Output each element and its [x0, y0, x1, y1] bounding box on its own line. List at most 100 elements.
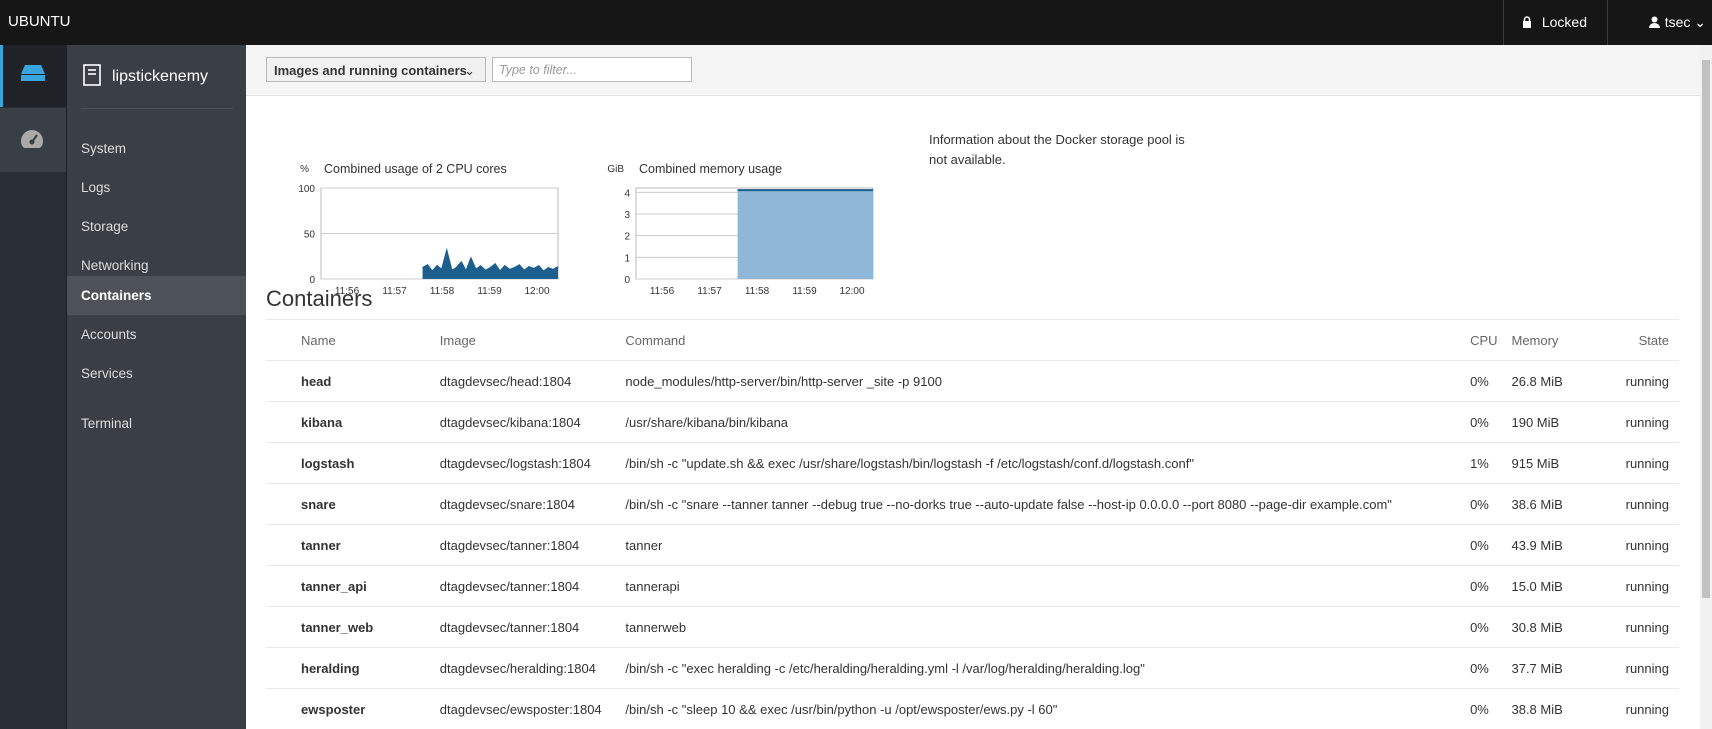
cell: running	[1599, 688, 1679, 729]
container-row[interactable]: heralding dtagdevsec/heralding:1804/bin/s…	[266, 647, 1679, 689]
user-icon	[1648, 16, 1660, 28]
cell: 43.9 MiB	[1511, 524, 1600, 566]
filter-dropdown[interactable]: Images and running containers ⌄	[266, 57, 486, 82]
x-tick-label: 11:56	[650, 286, 675, 297]
cell: 37.7 MiB	[1511, 647, 1600, 689]
dropdown-label: Images and running containers	[274, 63, 467, 78]
x-tick-label: 11:59	[792, 286, 817, 297]
filter-input[interactable]: Type to filter...	[492, 57, 692, 82]
container-row[interactable]: kibana dtagdevsec/kibana:1804/usr/share/k…	[266, 401, 1679, 443]
y-tick-label: 2	[624, 232, 630, 243]
cell: running	[1599, 606, 1679, 648]
column-header: State	[1599, 319, 1679, 361]
scrollbar-thumb[interactable]	[1702, 60, 1710, 598]
x-tick-label: 11:57	[382, 286, 407, 297]
divider	[81, 108, 233, 109]
cell: ewsposter	[266, 688, 440, 729]
dashboard-switch[interactable]	[0, 108, 66, 172]
cell: tannerapi	[625, 565, 1471, 607]
y-tick-label: 100	[298, 184, 315, 195]
cell: 0%	[1470, 483, 1512, 525]
cell: 190 MiB	[1511, 401, 1600, 443]
x-tick-label: 12:00	[524, 286, 549, 297]
user-name: tsec	[1664, 14, 1691, 30]
cell: 0%	[1470, 606, 1512, 648]
cell: dtagdevsec/tanner:1804	[439, 524, 626, 566]
cell: running	[1599, 360, 1679, 402]
nav-item[interactable]: Storage	[81, 219, 129, 234]
column-header: CPU	[1470, 319, 1512, 361]
chart-title: Combined usage of 2 CPU cores	[324, 162, 507, 176]
nav-item[interactable]: Terminal	[81, 416, 133, 431]
container-row[interactable]: logstash dtagdevsec/logstash:1804/bin/sh …	[266, 442, 1679, 484]
nav-item[interactable]: Networking	[81, 258, 149, 273]
y-tick-label: 0	[309, 275, 315, 286]
cell: 0%	[1470, 565, 1512, 607]
nav-item[interactable]: Containers	[67, 276, 246, 315]
charts: % Combined usage of 2 CPU cores 0 50 100 11:5…	[298, 162, 874, 297]
container-row[interactable]: ewsposter dtagdevsec/ewsposter:1804/bin/s…	[266, 688, 1679, 729]
container-row[interactable]: tanner_api dtagdevsec/tanner:1804 tannerap…	[266, 565, 1679, 607]
container-row[interactable]: head dtagdevsec/head:1804 node_modules/htt…	[266, 360, 1679, 402]
nav-item[interactable]: System	[81, 141, 127, 156]
column-header: Name	[266, 319, 440, 361]
cell: 26.8 MiB	[1511, 360, 1600, 402]
cell: 0%	[1470, 688, 1512, 729]
cell: 0%	[1470, 360, 1512, 402]
cell: tanner_web	[266, 606, 440, 648]
cell: tanner	[266, 524, 440, 566]
lock-icon	[1522, 16, 1531, 28]
container-row[interactable]: tanner_web dtagdevsec/tanner:1804 tannerwe…	[266, 606, 1679, 648]
cell: running	[1599, 483, 1679, 525]
storage-note: Information about the Docker storage poo…	[929, 132, 1185, 167]
cell: dtagdevsec/tanner:1804	[439, 606, 626, 648]
lock-label: Locked	[1541, 14, 1587, 30]
y-tick-label: 0	[624, 275, 630, 286]
cell: node_modules/http-server/bin/http-server…	[625, 360, 1471, 402]
cell: dtagdevsec/tanner:1804	[439, 565, 626, 607]
cell: running	[1599, 442, 1679, 484]
cell: 915 MiB	[1511, 442, 1600, 484]
cell: snare	[266, 483, 440, 525]
cell: running	[1599, 524, 1679, 566]
column-header: Command	[625, 319, 1471, 361]
x-tick-label: 11:59	[477, 286, 502, 297]
containers-table: Name Image Command CPU Memory State head dtagde…	[266, 319, 1679, 729]
cell: dtagdevsec/logstash:1804	[439, 442, 626, 484]
x-tick-label: 11:58	[745, 286, 770, 297]
cell: running	[1599, 647, 1679, 689]
x-tick-label: 12:00	[839, 286, 864, 297]
cell: 1%	[1470, 442, 1512, 484]
cell: head	[266, 360, 440, 402]
user-menu[interactable]: tsec ⌄	[1639, 0, 1706, 45]
cell: running	[1599, 565, 1679, 607]
container-row[interactable]: tanner dtagdevsec/tanner:1804 tanner 0% 43.9…	[266, 524, 1679, 566]
cell: 0%	[1470, 401, 1512, 443]
container-row[interactable]: snare dtagdevsec/snare:1804/bin/sh -c "sn…	[266, 483, 1679, 525]
cell: heralding	[266, 647, 440, 689]
host-name: lipstickenemy	[112, 68, 209, 85]
main-content: Images and running containers ⌄ Type to f…	[246, 45, 1700, 729]
lock-status[interactable]: Locked	[1502, 0, 1608, 45]
chart-title: Combined memory usage	[639, 162, 782, 176]
cell: tannerweb	[625, 606, 1471, 648]
cell: /bin/sh -c "snare --tanner tanner --debu…	[625, 483, 1471, 525]
table-header: Name Image Command CPU Memory State	[266, 319, 1679, 361]
cell: dtagdevsec/ewsposter:1804	[439, 688, 626, 729]
server-icon	[21, 65, 45, 81]
y-tick-label: 1	[624, 253, 630, 264]
dashboard-icon	[21, 130, 43, 148]
cell: dtagdevsec/kibana:1804	[439, 401, 626, 443]
host-switch[interactable]	[0, 45, 66, 107]
cell: dtagdevsec/snare:1804	[439, 483, 626, 525]
cell: /bin/sh -c "update.sh && exec /usr/share…	[625, 442, 1471, 484]
nav-item[interactable]: Logs	[81, 180, 111, 195]
cell: /usr/share/kibana/bin/kibana	[625, 401, 1471, 443]
nav-item[interactable]: Accounts	[81, 327, 137, 342]
y-tick-label: 50	[304, 230, 316, 241]
cell: dtagdevsec/head:1804	[439, 360, 626, 402]
nav-item[interactable]: Services	[81, 366, 133, 381]
sidebar: lipstickenemy System Logs Storage Networkin…	[67, 45, 246, 729]
cell: running	[1599, 401, 1679, 443]
